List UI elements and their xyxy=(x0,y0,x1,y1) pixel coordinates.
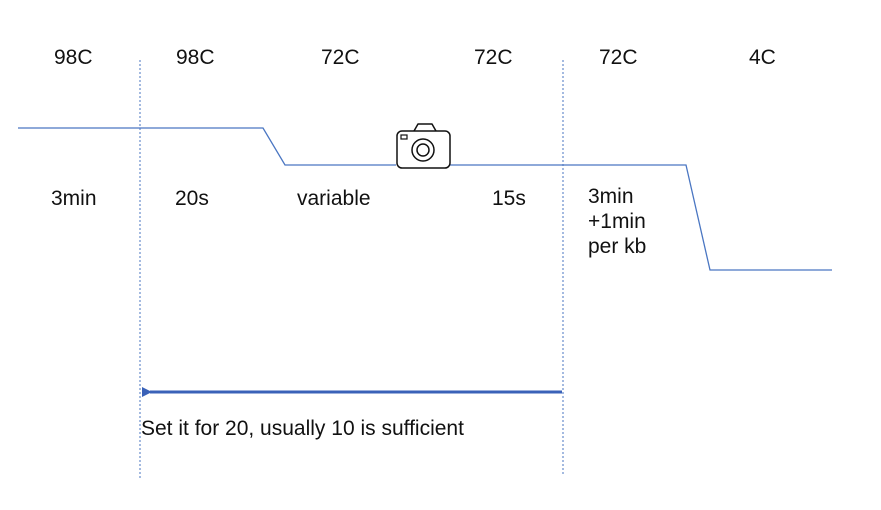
time-label-hold: 15s xyxy=(492,187,526,210)
temperature-label-initial-denaturation: 98C xyxy=(54,46,93,69)
temperature-label-storage: 4C xyxy=(749,46,776,69)
time-label-denaturation: 20s xyxy=(175,187,209,210)
final-extension-line: +1min xyxy=(588,210,646,233)
time-label-initial-denaturation: 3min xyxy=(51,187,97,210)
camera-icon xyxy=(396,123,451,169)
temperature-label-anneal-extend: 72C xyxy=(321,46,360,69)
temperature-profile-line xyxy=(18,127,832,271)
temperature-label-hold: 72C xyxy=(474,46,513,69)
temperature-label-final-extension: 72C xyxy=(599,46,638,69)
time-label-final-extension: 3min +1min per kb xyxy=(588,184,646,259)
final-extension-line: per kb xyxy=(588,235,647,258)
final-extension-line: 3min xyxy=(588,185,634,208)
cycle-count-note: Set it for 20, usually 10 is sufficient xyxy=(141,417,464,440)
time-label-anneal-extend: variable xyxy=(297,187,371,210)
temperature-label-denaturation: 98C xyxy=(176,46,215,69)
